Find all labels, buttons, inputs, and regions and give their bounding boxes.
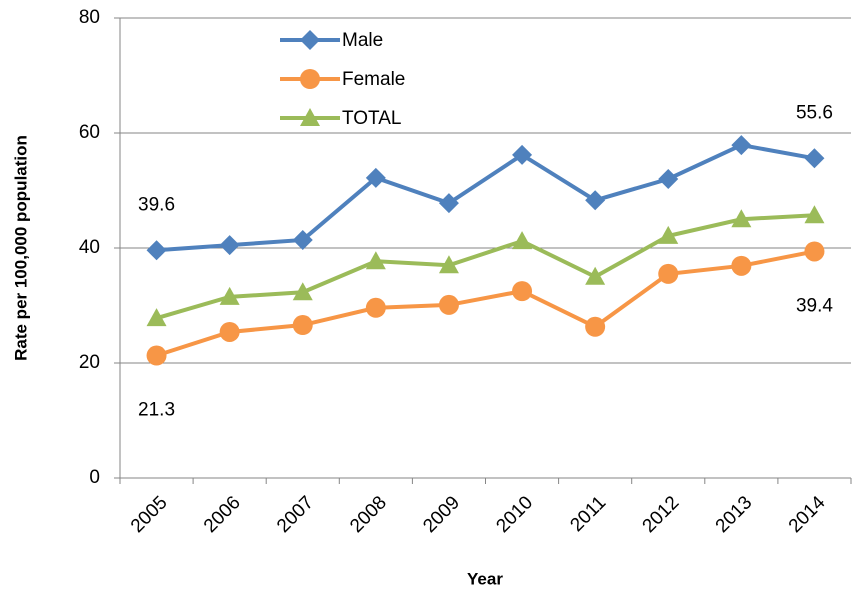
point	[512, 144, 533, 165]
point	[512, 281, 533, 302]
data-label: 55.6	[796, 102, 833, 123]
point	[658, 225, 679, 244]
point	[731, 209, 752, 228]
y-tick-label: 20	[79, 352, 100, 373]
x-axis-title: Year	[467, 569, 503, 588]
point	[658, 263, 679, 284]
point	[146, 345, 167, 366]
point	[438, 294, 459, 315]
point	[219, 286, 240, 305]
point	[365, 297, 386, 318]
point	[731, 255, 752, 276]
point	[658, 169, 679, 189]
point	[219, 321, 240, 342]
legend-marker	[300, 108, 320, 126]
legend-label: Male	[342, 30, 383, 51]
legend-marker	[300, 30, 320, 50]
y-tick-label: 60	[79, 122, 100, 143]
series-line	[155, 213, 815, 321]
x-tick-label: 2009	[419, 492, 464, 537]
point	[438, 193, 459, 214]
x-tick-label: 2008	[346, 492, 391, 537]
x-tick-label: 2007	[273, 492, 318, 537]
x-tick-label: 2006	[200, 492, 245, 537]
x-tick-label: 2010	[492, 492, 537, 537]
y-tick-label: 40	[79, 237, 100, 258]
legend-marker	[300, 69, 320, 89]
point	[219, 235, 240, 256]
point	[585, 190, 606, 211]
point	[146, 240, 167, 261]
legend-label: TOTAL	[342, 108, 401, 129]
y-tick-label: 80	[79, 7, 100, 28]
point	[512, 231, 533, 250]
series-line	[155, 249, 815, 358]
point	[146, 308, 167, 327]
point	[731, 135, 752, 156]
y-axis-title: Rate per 100,000 population	[11, 135, 30, 361]
point	[585, 316, 606, 337]
x-tick-label: 2012	[639, 492, 684, 537]
data-label: 39.4	[796, 295, 833, 316]
point	[365, 251, 386, 270]
point	[292, 282, 313, 301]
point	[804, 241, 825, 262]
point	[365, 167, 386, 188]
series-line	[156, 142, 815, 253]
data-label: 21.3	[138, 400, 175, 421]
point	[292, 229, 313, 250]
x-tick-label: 2013	[712, 492, 757, 537]
x-tick-label: 2011	[566, 492, 610, 536]
point	[585, 266, 606, 285]
point	[804, 148, 825, 169]
x-tick-label: 2005	[127, 492, 172, 537]
data-label: 39.6	[138, 194, 175, 215]
legend-label: Female	[342, 69, 405, 90]
x-tick-label: 2014	[785, 492, 830, 537]
point	[438, 255, 459, 274]
point	[804, 205, 825, 224]
y-tick-label: 0	[89, 467, 100, 488]
point	[292, 315, 313, 336]
